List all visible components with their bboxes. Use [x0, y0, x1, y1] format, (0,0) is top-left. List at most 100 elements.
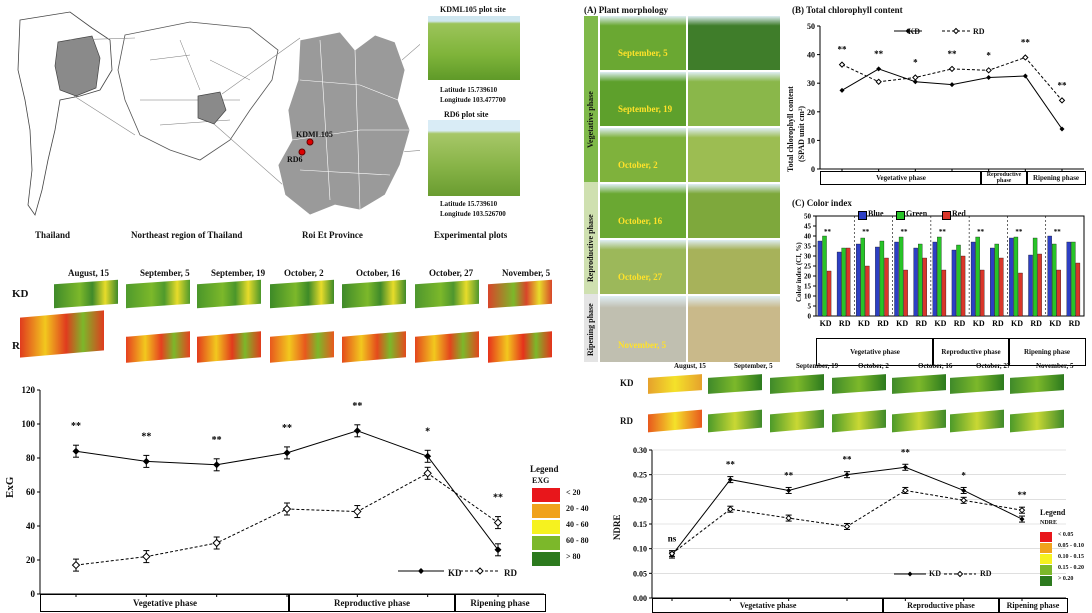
ci-y-tick-label-2: 10: [804, 293, 812, 301]
morph-photo-left-1: [600, 72, 686, 126]
point-1-0: [668, 550, 676, 557]
ci-y-tick-label-8: 40: [804, 233, 812, 241]
morph-date-0: September, 5: [618, 48, 668, 58]
exg-thumb-kd-0: [54, 279, 118, 309]
ndre-date-5: October, 27: [976, 362, 1011, 370]
rd-label: RD6: [287, 155, 303, 164]
significance-3: **: [843, 455, 853, 465]
point-0-5: [1022, 73, 1028, 79]
caption-northeast: Northeast region of Thailand: [131, 230, 243, 240]
exg-legend-swatch-1: [532, 504, 560, 518]
y-tick-label-3: 60: [26, 487, 36, 497]
ndre-legend-swatch-4: [1040, 576, 1052, 586]
ndre-thumb-kd-0: [648, 374, 702, 394]
chl-phase-rip: Ripening phase: [1026, 171, 1086, 185]
point-1-6: [1018, 506, 1026, 514]
morph-phase-rep-label: Reproductive phase: [586, 214, 595, 282]
ci-y-tick-label-3: 15: [804, 283, 812, 291]
ci-bar-0-12: [1047, 235, 1052, 317]
ci-bar-0-9: [990, 247, 995, 317]
ci-bar-2-2: [865, 265, 870, 317]
ci-significance-6: **: [939, 228, 947, 236]
point-0-1: [727, 477, 733, 483]
exg-date-1: September, 5: [140, 268, 190, 278]
morph-date-3: October, 16: [618, 216, 663, 226]
ndre-legend-item-3: 0.15 - 0.20: [1058, 565, 1084, 571]
ndre-date-1: September, 5: [734, 362, 773, 370]
morph-photo-left-2: [600, 128, 686, 182]
ci-bar-1-10: [1013, 236, 1019, 317]
ci-bar-1-1: [841, 247, 846, 317]
exg-phase-rep: Reproductive phase: [288, 594, 456, 612]
ndre-phase-rep: Reproductive phase: [882, 598, 1000, 613]
ndre-thumb-kd-2: [770, 374, 824, 394]
exg-legend-swatch-2: [532, 520, 560, 534]
ndre-date-2: September, 19: [796, 362, 839, 370]
ci-bar-2-0: [826, 270, 832, 317]
morph-photo-left-4: [600, 240, 686, 294]
exg-date-0: August, 15: [68, 268, 110, 278]
chl-ylabel-1: Total chlorophyll content: [786, 86, 795, 172]
ci-bar-2-10: [1018, 272, 1023, 317]
ci-bar-2-5: [922, 257, 927, 317]
exg-thumb-kd-2: [197, 279, 261, 309]
exg-phase-veg: Vegetative phase: [40, 594, 290, 612]
significance-6: **: [1018, 490, 1028, 500]
ndre-legend-sub: NDRE: [1040, 520, 1058, 526]
ndre-date-4: October, 16: [918, 362, 953, 370]
point-0-5: [424, 452, 432, 460]
significance-3: **: [282, 423, 292, 434]
exg-legend-item-2: 40 - 60: [566, 520, 589, 529]
ci-y-tick-label-9: 45: [804, 223, 812, 231]
point-0-4: [902, 464, 908, 470]
exg-thumb-rd-4: [342, 331, 406, 363]
ndre-thumb-rd-1: [708, 409, 762, 433]
chl-title: (B) Total chlorophyll content: [792, 5, 903, 15]
northeast-outline: [117, 21, 279, 161]
y-tick-label-6: 0.30: [633, 446, 647, 455]
ci-bar-2-6: [941, 269, 947, 317]
ci-significance-0: **: [824, 228, 832, 236]
morph-phase-veg-label: Vegetative phase: [586, 91, 595, 148]
point-0-1: [142, 457, 150, 465]
ndre-legend-marker-kd: [907, 571, 913, 577]
morph-phase-rip-bar: [584, 294, 598, 362]
exg-date-6: November, 5: [502, 268, 551, 278]
ci-bar-0-11: [1028, 254, 1033, 317]
ci-bar-0-0: [817, 240, 823, 317]
ci-bar-2-1: [846, 247, 851, 317]
northeast-highlight: [54, 35, 101, 97]
significance-4: *: [986, 50, 991, 60]
exg-legend-swatch-0: [532, 488, 560, 502]
point-0-2: [213, 461, 221, 469]
kdml-label: KDML105: [296, 130, 333, 139]
y-tick-label-2: 20: [807, 108, 815, 117]
ci-bar-1-7: [956, 244, 961, 317]
ci-bar-0-8: [970, 241, 976, 317]
exg-line-rd-label: RD: [504, 568, 517, 578]
ndre-date-6: November, 5: [1036, 362, 1074, 370]
chl-legend-marker-kd: [905, 28, 911, 34]
ci-x-label-0: KD: [820, 319, 832, 328]
significance-5: *: [425, 426, 430, 437]
exg-legend-sub: EXG: [532, 476, 550, 485]
significance-0: **: [71, 421, 81, 432]
exg-line-kd-label: KD: [448, 568, 462, 578]
ci-bar-2-13: [1075, 262, 1081, 317]
ci-bar-0-3: [875, 246, 880, 317]
ndre-ylabel: NDRE: [612, 514, 622, 540]
y-tick-label-1: 0.05: [633, 569, 647, 578]
ci-bar-1-8: [975, 236, 980, 317]
point-1-3: [843, 523, 851, 530]
morph-photo-right-2: [688, 128, 780, 182]
point-1-0: [71, 560, 81, 570]
exg-legend-item-1: 20 - 40: [566, 504, 589, 513]
y-tick-label-0: 0.00: [633, 594, 647, 603]
rd-latitude: Latitude 15.739610: [440, 200, 498, 208]
exg-thumb-rd-3: [270, 331, 334, 363]
series-line-0: [841, 68, 1063, 130]
caption-thailand: Thailand: [35, 230, 71, 240]
significance-6: **: [1058, 80, 1068, 90]
exg-legend-title: Legend: [530, 464, 559, 474]
